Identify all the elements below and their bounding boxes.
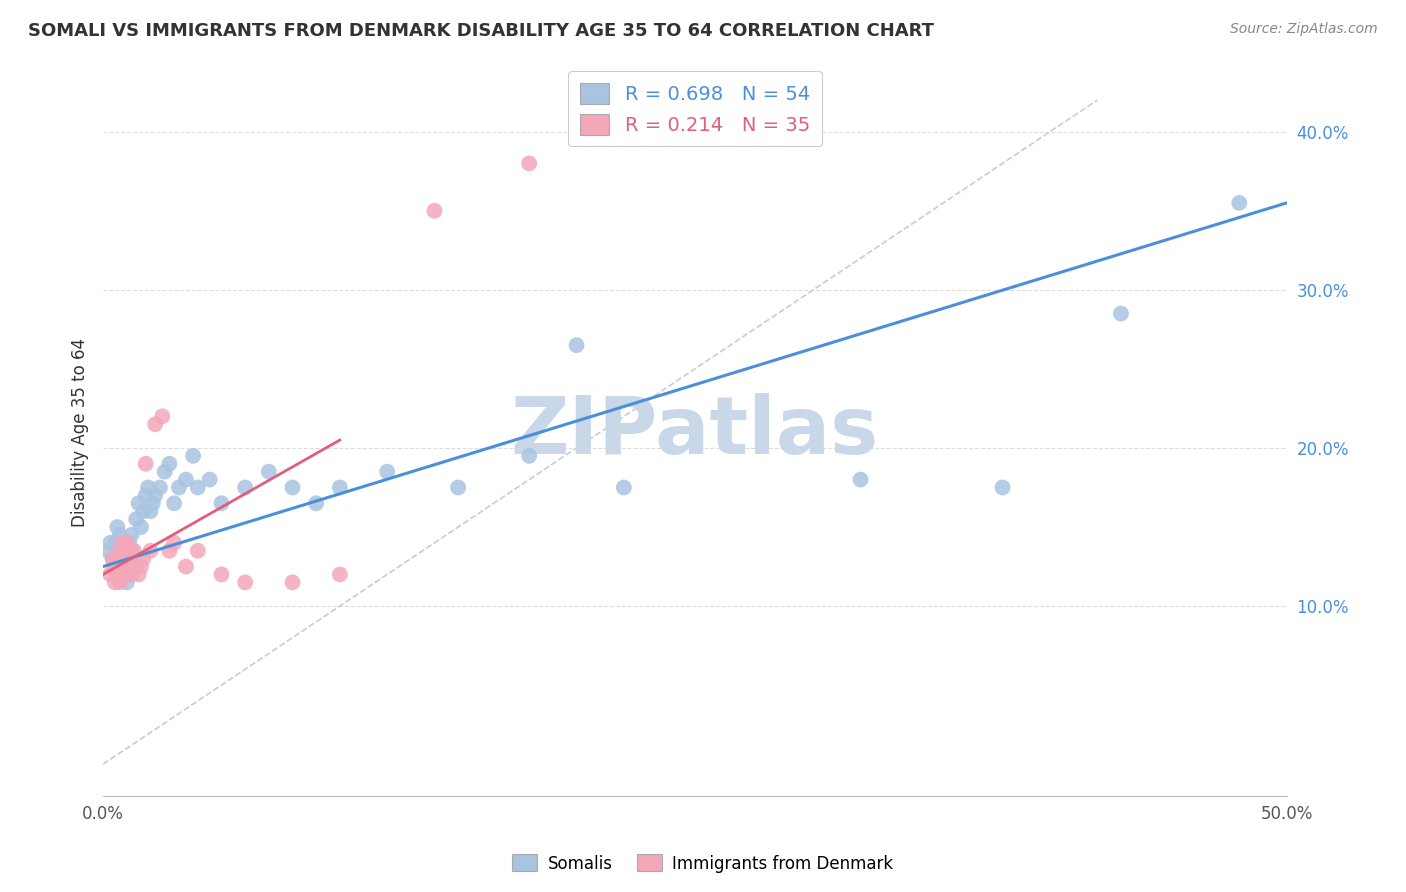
Point	[115, 559, 138, 574]
Point	[105, 520, 128, 534]
Point	[128, 496, 150, 510]
Point	[150, 409, 173, 424]
Point	[108, 575, 131, 590]
Text: ZIPatlas: ZIPatlas	[510, 393, 879, 471]
Point	[128, 567, 150, 582]
Point	[187, 543, 209, 558]
Point	[118, 536, 141, 550]
Point	[174, 473, 197, 487]
Point	[111, 559, 134, 574]
Point	[111, 559, 134, 574]
Point	[565, 338, 588, 352]
Point	[153, 465, 176, 479]
Point	[198, 473, 221, 487]
Point	[114, 567, 136, 582]
Point	[98, 536, 121, 550]
Point	[181, 449, 204, 463]
Point	[163, 496, 186, 510]
Point	[211, 496, 233, 510]
Point	[104, 559, 127, 574]
Point	[129, 559, 152, 574]
Point	[129, 520, 152, 534]
Point	[122, 559, 145, 574]
Point	[135, 488, 157, 502]
Point	[121, 528, 143, 542]
Point	[233, 480, 256, 494]
Legend: R = 0.698   N = 54, R = 0.214   N = 35: R = 0.698 N = 54, R = 0.214 N = 35	[568, 71, 821, 146]
Point	[211, 567, 233, 582]
Point	[108, 551, 131, 566]
Point	[104, 559, 127, 574]
Point	[105, 551, 128, 566]
Point	[517, 449, 540, 463]
Point	[125, 512, 148, 526]
Point	[142, 496, 165, 510]
Point	[423, 203, 446, 218]
Point	[149, 480, 172, 494]
Point	[157, 543, 180, 558]
Point	[118, 567, 141, 582]
Point	[132, 504, 155, 518]
Point	[139, 543, 162, 558]
Point	[447, 480, 470, 494]
Point	[111, 536, 134, 550]
Point	[115, 575, 138, 590]
Y-axis label: Disability Age 35 to 64: Disability Age 35 to 64	[72, 338, 89, 526]
Point	[115, 536, 138, 550]
Point	[132, 551, 155, 566]
Point	[122, 543, 145, 558]
Point	[108, 528, 131, 542]
Point	[105, 567, 128, 582]
Point	[281, 575, 304, 590]
Point	[111, 536, 134, 550]
Point	[143, 417, 166, 432]
Point	[187, 480, 209, 494]
Point	[163, 536, 186, 550]
Point	[122, 551, 145, 566]
Point	[118, 543, 141, 558]
Point	[115, 551, 138, 566]
Point	[114, 551, 136, 566]
Point	[104, 575, 127, 590]
Point	[101, 551, 124, 566]
Point	[121, 567, 143, 582]
Point	[517, 156, 540, 170]
Point	[329, 567, 352, 582]
Point	[101, 551, 124, 566]
Legend: Somalis, Immigrants from Denmark: Somalis, Immigrants from Denmark	[506, 847, 900, 880]
Point	[136, 480, 159, 494]
Point	[97, 543, 120, 558]
Point	[157, 457, 180, 471]
Text: Source: ZipAtlas.com: Source: ZipAtlas.com	[1230, 22, 1378, 37]
Point	[1227, 195, 1250, 210]
Point	[174, 559, 197, 574]
Point	[167, 480, 190, 494]
Text: SOMALI VS IMMIGRANTS FROM DENMARK DISABILITY AGE 35 TO 64 CORRELATION CHART: SOMALI VS IMMIGRANTS FROM DENMARK DISABI…	[28, 22, 934, 40]
Point	[849, 473, 872, 487]
Point	[121, 543, 143, 558]
Point	[108, 543, 131, 558]
Point	[114, 543, 136, 558]
Point	[143, 488, 166, 502]
Point	[233, 575, 256, 590]
Point	[305, 496, 328, 510]
Point	[139, 504, 162, 518]
Point	[114, 567, 136, 582]
Point	[257, 465, 280, 479]
Point	[125, 559, 148, 574]
Point	[1109, 307, 1132, 321]
Point	[281, 480, 304, 494]
Point	[991, 480, 1014, 494]
Point	[329, 480, 352, 494]
Point	[135, 457, 157, 471]
Point	[375, 465, 398, 479]
Point	[104, 536, 127, 550]
Point	[613, 480, 636, 494]
Point	[98, 567, 121, 582]
Point	[105, 567, 128, 582]
